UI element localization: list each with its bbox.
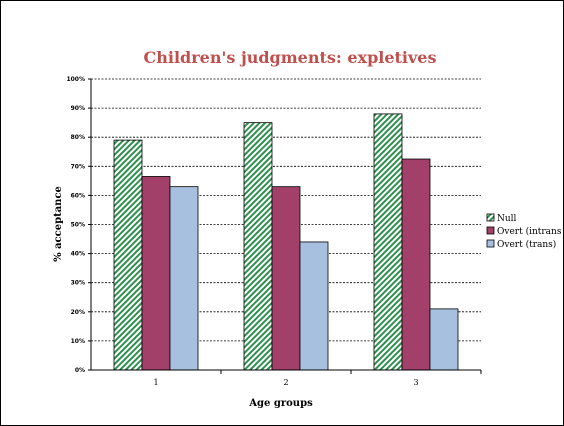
y-axis-title: % acceptance [53, 186, 64, 262]
bar [272, 187, 300, 370]
y-tick-label: 20% [71, 309, 85, 316]
bar [402, 159, 430, 370]
y-tick-label: 30% [71, 280, 85, 287]
bar [430, 309, 458, 370]
y-tick-label: 50% [71, 222, 85, 229]
bars [114, 114, 458, 370]
y-tick-label: 60% [71, 192, 85, 199]
chart-title: Children's judgments: expletives [144, 48, 437, 67]
bar [374, 114, 402, 370]
bar [114, 140, 142, 370]
x-tick-label: 3 [413, 378, 418, 387]
y-tick-label: 80% [71, 134, 85, 141]
legend-swatch [487, 214, 494, 221]
legend-label: Overt (intrans [497, 226, 562, 237]
legend-label: Overt (trans) [497, 239, 556, 250]
legend: Null Overt (intrans Overt (trans) [487, 214, 562, 250]
y-tick-label: 100% [66, 76, 85, 83]
legend-label: Null [497, 214, 517, 224]
y-tick-label: 0% [75, 367, 85, 374]
y-tick-label: 70% [71, 163, 85, 170]
y-tick-label: 40% [71, 251, 85, 258]
bar [170, 187, 198, 370]
x-axis-ticks: 1 2 3 [153, 370, 481, 387]
y-axis-ticks: 0% 10% 20% 30% 40% 50% 60% 70% 80% 90% 100% [66, 76, 91, 374]
y-tick-label: 90% [71, 105, 85, 112]
legend-swatch [487, 240, 494, 247]
x-tick-label: 1 [153, 378, 158, 387]
x-tick-label: 2 [283, 378, 288, 387]
bar [300, 242, 328, 370]
legend-swatch [487, 227, 494, 234]
bar [244, 123, 272, 370]
y-tick-label: 10% [71, 338, 85, 345]
x-axis-title: Age groups [248, 398, 313, 409]
bar [142, 176, 170, 370]
